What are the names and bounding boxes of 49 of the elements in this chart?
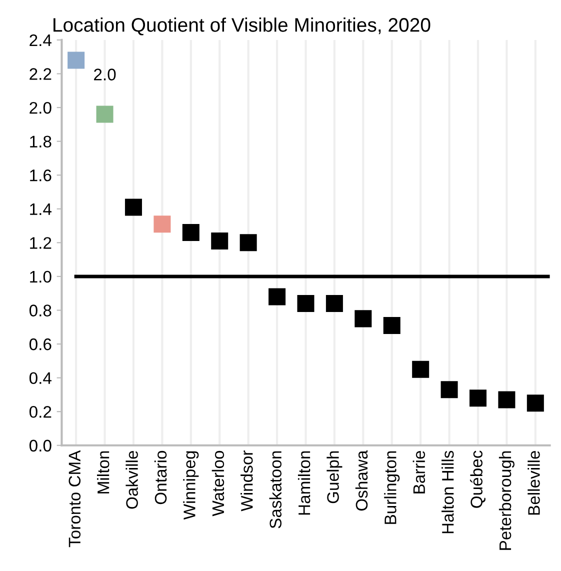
y-tick-label: 1.6 xyxy=(30,170,52,182)
y-tick-label: 0.4 xyxy=(29,372,52,384)
x-tick-label: Halton Hills xyxy=(442,450,454,534)
x-tick-label: Burlington xyxy=(384,451,400,524)
point xyxy=(268,288,286,306)
x-tick-label: Québec xyxy=(470,450,486,508)
y-tick-label: 2.2 xyxy=(30,68,52,80)
point xyxy=(526,394,544,412)
y-tick-label: 1.8 xyxy=(30,136,52,148)
y-tick-label: 2.4 xyxy=(30,34,52,46)
x-tick-label: Barrie xyxy=(412,450,426,494)
y-tick-label: 0.6 xyxy=(29,338,52,350)
x-tick-label: Saskatoon xyxy=(269,451,282,528)
point xyxy=(440,381,458,398)
chart-title: Location Quotient of Visible Minorities, 2020 xyxy=(54,18,430,36)
x-tick-label: Guelph xyxy=(326,451,342,504)
point xyxy=(383,316,400,334)
point xyxy=(154,216,171,233)
point xyxy=(297,294,314,312)
y-tick-label: 0.8 xyxy=(29,304,52,316)
point xyxy=(326,294,343,312)
x-tick-label: Belleville xyxy=(528,450,540,515)
y-tick-label: 1.4 xyxy=(30,203,52,215)
text: 2.0 xyxy=(30,102,52,114)
x-tick-label: Peterborough xyxy=(498,451,514,550)
x-tick-label: Milton xyxy=(97,451,110,494)
x-tick-label: Winnipeg xyxy=(183,451,199,520)
point xyxy=(96,106,114,123)
point xyxy=(211,232,228,250)
x-tick-label: Oshawa xyxy=(355,450,368,511)
x-tick-label: Hamilton xyxy=(298,451,310,515)
point xyxy=(354,310,372,328)
point xyxy=(412,360,430,378)
text: 0.0 xyxy=(29,440,52,452)
point xyxy=(68,52,85,69)
point xyxy=(470,390,487,407)
point xyxy=(498,391,516,408)
annotation: 2.0 xyxy=(94,68,116,80)
x-tick-label: Oakville xyxy=(126,450,138,509)
y-tick-label: 1.2 xyxy=(30,237,52,249)
point xyxy=(182,224,200,242)
text: 1.0 xyxy=(30,270,52,283)
x-tick-label: Waterloo xyxy=(212,450,224,516)
x-tick-label: Windsor xyxy=(240,450,253,512)
x-tick-label: Ontario xyxy=(154,450,167,504)
x-tick-label: Toronto CMA xyxy=(68,450,81,548)
point xyxy=(240,234,257,252)
point xyxy=(124,198,142,216)
y-tick-label: 0.2 xyxy=(29,406,52,418)
